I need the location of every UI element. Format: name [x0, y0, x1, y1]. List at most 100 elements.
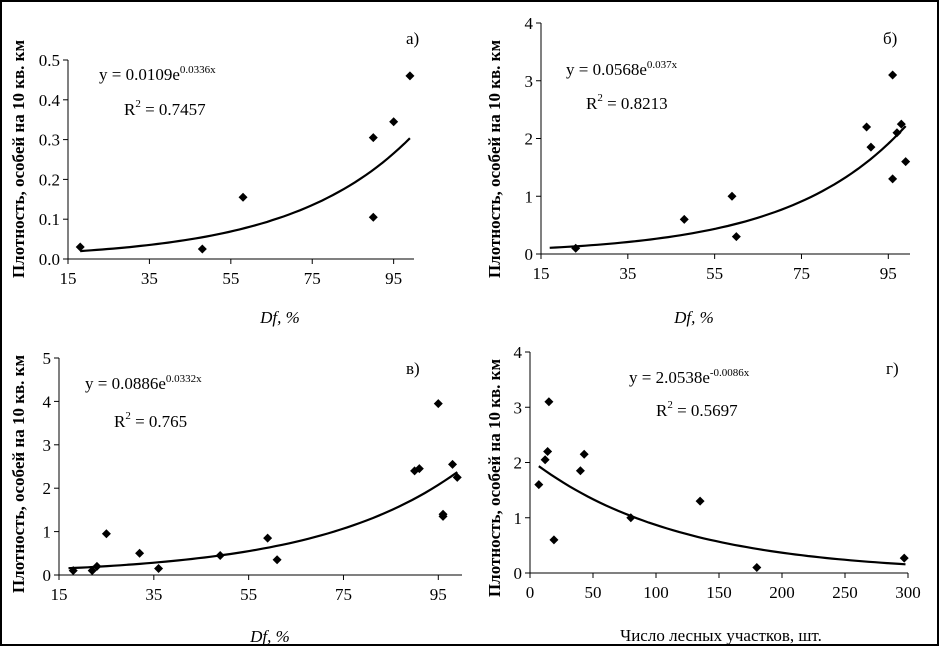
y-tick-label: 0 — [514, 564, 523, 583]
x-tick-label: 95 — [430, 585, 447, 604]
data-point — [414, 464, 424, 474]
data-point — [626, 513, 636, 523]
y-axis-label: Плотность, особей на 10 кв. км — [485, 40, 504, 279]
x-tick-label: 35 — [141, 269, 158, 288]
y-tick-label: 0.2 — [39, 170, 60, 189]
trendline-equation: y = 0.0109e0.0336x — [99, 64, 216, 84]
data-point — [87, 566, 97, 576]
data-point — [549, 535, 559, 545]
r-squared-label: R2 = 0.5697 — [656, 399, 738, 420]
y-tick-label: 4 — [514, 343, 523, 362]
x-tick-label: 75 — [304, 269, 321, 288]
y-tick-label: 1 — [525, 187, 534, 206]
r-squared-label: R2 = 0.765 — [114, 410, 187, 431]
y-tick-label: 2 — [514, 454, 523, 473]
x-tick-label: 55 — [240, 585, 257, 604]
data-point — [727, 191, 737, 201]
x-axis-label: Число лесных участков, шт. — [620, 626, 822, 645]
y-tick-label: 3 — [43, 436, 52, 455]
x-tick-label: 150 — [706, 583, 732, 602]
data-point — [368, 212, 378, 222]
data-point — [448, 459, 458, 469]
data-point — [544, 397, 554, 407]
x-tick-label: 15 — [533, 264, 550, 283]
y-tick-label: 2 — [43, 479, 52, 498]
data-point — [899, 553, 909, 563]
data-point — [368, 133, 378, 143]
data-point — [571, 243, 581, 253]
data-point — [862, 122, 872, 132]
data-point — [438, 509, 448, 519]
x-tick-label: 200 — [769, 583, 795, 602]
panel-letter: г) — [886, 359, 899, 378]
data-point — [433, 399, 443, 409]
data-point — [68, 566, 78, 576]
y-tick-label: 3 — [514, 398, 523, 417]
data-point — [579, 449, 589, 459]
data-point — [534, 480, 544, 490]
x-tick-label: 250 — [832, 583, 858, 602]
x-tick-label: 35 — [619, 264, 636, 283]
data-point — [888, 70, 898, 80]
data-point — [215, 550, 225, 560]
x-tick-label: 95 — [385, 269, 402, 288]
panel-a: Плотность, особей на 10 кв. км а) y = 0.… — [9, 29, 419, 327]
y-tick-label: 0.0 — [39, 250, 60, 269]
y-axis-label: Плотность, особей на 10 кв. км — [9, 355, 28, 594]
data-point — [731, 232, 741, 242]
y-tick-label: 4 — [525, 14, 534, 33]
panel-b: Плотность, особей на 10 кв. км б) y = 0.… — [485, 14, 911, 327]
data-point — [197, 244, 207, 254]
y-tick-label: 0.1 — [39, 210, 60, 229]
panel-d: Плотность, особей на 10 кв. км г) y = 2.… — [485, 343, 921, 645]
y-axis-label: Плотность, особей на 10 кв. км — [9, 40, 28, 279]
data-point — [679, 214, 689, 224]
x-tick-label: 300 — [895, 583, 921, 602]
data-point — [575, 466, 585, 476]
data-point — [154, 563, 164, 573]
data-point — [901, 157, 911, 167]
y-tick-label: 3 — [525, 72, 534, 91]
y-tick-label: 5 — [43, 349, 52, 368]
trendline — [538, 465, 906, 566]
x-axis-label: Df, % — [673, 308, 714, 327]
data-point — [75, 242, 85, 252]
x-tick-label: 100 — [643, 583, 669, 602]
y-tick-label: 0.3 — [39, 131, 60, 150]
data-point — [405, 71, 415, 81]
panel-c: Плотность, особей на 10 кв. км в) y = 0.… — [9, 349, 462, 646]
panel-letter: в) — [406, 359, 420, 378]
data-point — [452, 472, 462, 482]
x-tick-label: 55 — [706, 264, 723, 283]
data-point — [752, 562, 762, 572]
x-tick-label: 35 — [145, 585, 162, 604]
panel-letter: а) — [406, 29, 419, 48]
trendline — [549, 125, 907, 249]
trendline — [80, 137, 411, 253]
data-point — [866, 142, 876, 152]
data-point — [896, 119, 906, 129]
panel-letter: б) — [883, 29, 897, 48]
y-tick-label: 0 — [43, 566, 52, 585]
y-tick-label: 2 — [525, 130, 534, 149]
y-tick-label: 1 — [43, 523, 52, 542]
data-point — [888, 174, 898, 184]
data-point — [92, 561, 102, 571]
x-tick-label: 75 — [335, 585, 352, 604]
y-tick-label: 0 — [525, 245, 534, 264]
data-point — [695, 496, 705, 506]
x-axis-label: Df, % — [249, 627, 290, 646]
y-tick-label: 4 — [43, 392, 52, 411]
trendline-equation: y = 0.0568e0.037x — [566, 59, 678, 79]
data-point — [543, 446, 553, 456]
x-tick-label: 55 — [222, 269, 239, 288]
data-point — [540, 455, 550, 465]
trendline-equation: y = 0.0886e0.0332x — [85, 373, 202, 393]
data-point — [238, 192, 248, 202]
data-point — [263, 533, 273, 543]
x-tick-label: 50 — [585, 583, 602, 602]
y-axis-label: Плотность, особей на 10 кв. км — [485, 359, 504, 598]
trendline — [68, 471, 458, 570]
x-tick-label: 75 — [793, 264, 810, 283]
data-point — [892, 128, 902, 138]
